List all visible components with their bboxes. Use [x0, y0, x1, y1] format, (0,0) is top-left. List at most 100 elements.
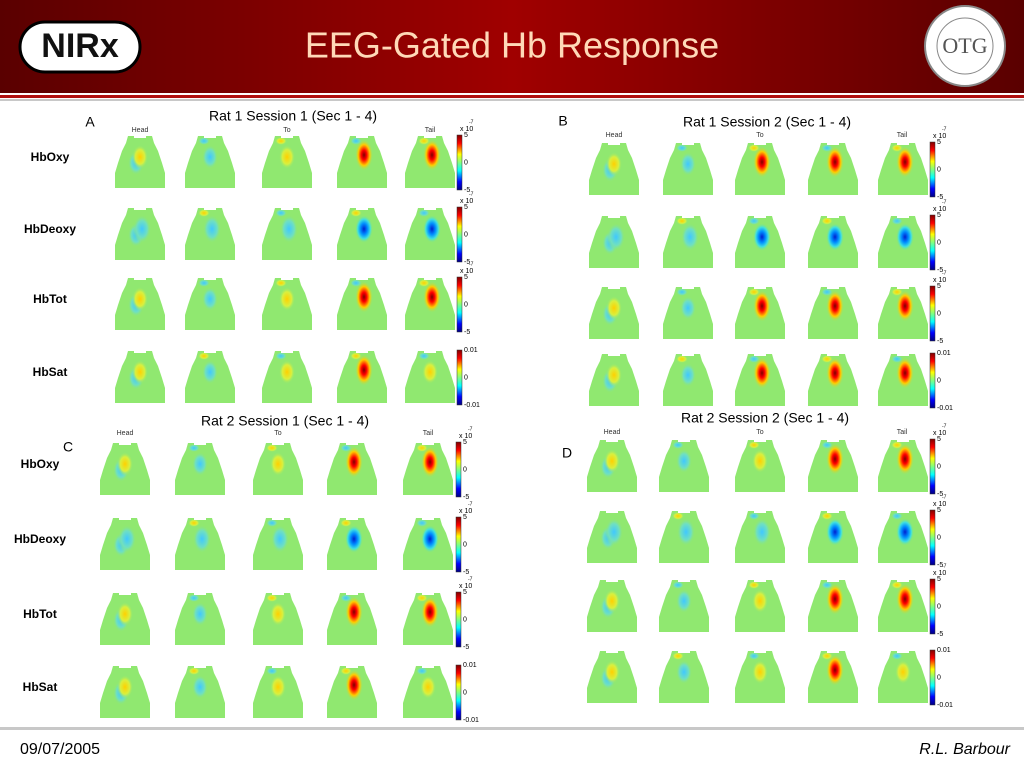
colorbar-tick-label: -5	[463, 569, 469, 576]
heatmap-blob	[275, 279, 287, 287]
colorbar-exponent: -7	[469, 191, 474, 197]
heatmap-blob	[340, 519, 352, 527]
heatmap-image	[405, 278, 455, 330]
colorbar-tick-label: -5	[937, 491, 943, 498]
heatmap-image	[589, 143, 639, 195]
heatmap-image	[100, 666, 150, 718]
heatmap-image	[589, 216, 639, 268]
colorbar-exponent-base: x 10	[460, 198, 473, 205]
heatmap-blob	[676, 449, 692, 473]
colorbar-tick-label: 0	[463, 466, 467, 473]
heatmap-image	[405, 351, 455, 403]
logo-right-text: OTG	[942, 33, 987, 58]
colorbar	[455, 516, 462, 573]
colorbar-exponent-base: x 10	[459, 508, 472, 515]
colorbar-tick-label: -0.01	[937, 405, 953, 412]
heatmap-blob	[606, 152, 622, 176]
footer-rule	[0, 727, 1024, 730]
colorbar-tick-label: -5	[937, 631, 943, 638]
heatmap-blob	[266, 594, 278, 602]
heatmap-blob	[266, 444, 278, 452]
heatmap-blob	[192, 452, 208, 476]
heatmap-blob	[826, 146, 844, 178]
colorbar-tick-label: 0.01	[463, 662, 477, 669]
heatmap-image	[589, 287, 639, 339]
heatmap-image	[735, 287, 785, 339]
heatmap-image	[403, 443, 453, 495]
heatmap-blob	[748, 441, 760, 449]
heatmap-blob	[271, 525, 289, 553]
heatmap-blob	[132, 360, 148, 384]
heatmap-blob	[891, 288, 903, 296]
heatmap-image	[115, 208, 165, 260]
heatmap-blob	[421, 446, 439, 478]
heatmap-blob	[416, 594, 428, 602]
heatmap-image	[175, 518, 225, 570]
colorbar-tick-label: 0.01	[464, 347, 478, 354]
heatmap-blob	[676, 355, 688, 363]
heatmap-blob	[132, 287, 148, 311]
heatmap-image	[175, 443, 225, 495]
heatmap-blobs	[188, 667, 208, 699]
column-label: Head	[604, 429, 621, 436]
heatmap-blob	[606, 296, 622, 320]
heatmap-blob	[340, 444, 352, 452]
column-label: To	[756, 132, 764, 139]
heatmap-blob	[193, 525, 211, 553]
colorbar	[456, 134, 463, 191]
colorbar-tick-label: 5	[464, 274, 468, 281]
heatmap-blob	[672, 581, 684, 589]
heatmap-blobs	[113, 675, 133, 705]
heatmap-image	[253, 518, 303, 570]
colorbar-tick-label: 5	[937, 283, 941, 290]
heatmap-blobs	[340, 594, 363, 628]
heatmap-image	[878, 287, 928, 339]
colorbar-tick-label: 5	[463, 514, 467, 521]
colorbar-tick-label: 0	[464, 231, 468, 238]
heatmap-blob	[133, 215, 151, 243]
heatmap-blobs	[113, 602, 133, 632]
heatmap-image	[115, 278, 165, 330]
column-label: Tail	[423, 430, 434, 437]
heatmap-image	[185, 351, 235, 403]
heatmap-blob	[350, 137, 362, 145]
heatmap-blob	[821, 512, 833, 520]
heatmap-blobs	[350, 209, 373, 243]
heatmap-blob	[896, 583, 914, 615]
heatmap-image	[327, 443, 377, 495]
heatmap-blobs	[418, 209, 441, 243]
heatmap-blob	[753, 223, 771, 251]
heatmap-blobs	[600, 660, 620, 690]
heatmap-blob	[350, 279, 362, 287]
heatmap-image	[808, 287, 858, 339]
heatmap-blob	[753, 357, 771, 389]
heatmap-blob	[676, 217, 688, 225]
heatmap-blob	[821, 355, 833, 363]
heatmap-blobs	[891, 355, 914, 389]
colorbar-exponent: -7	[469, 261, 474, 267]
heatmap-blob	[891, 581, 903, 589]
heatmap-blobs	[416, 667, 436, 699]
heatmap-image	[262, 351, 312, 403]
heatmap-image	[327, 666, 377, 718]
heatmap-image	[100, 593, 150, 645]
panel-letter: A	[85, 114, 95, 130]
colorbar-tick-label: 0	[464, 301, 468, 308]
header-band	[0, 0, 1024, 93]
colorbar-tick-label: 5	[464, 132, 468, 139]
colorbar-exponent-base: x 10	[459, 583, 472, 590]
colorbar-tick-label: 0	[937, 377, 941, 384]
heatmap-blob	[896, 146, 914, 178]
heatmap-blobs	[600, 518, 623, 550]
heatmap-blob	[340, 594, 352, 602]
heatmap-blobs	[672, 441, 692, 473]
panel-title: Rat 2 Session 1 (Sec 1 - 4)	[201, 413, 369, 429]
heatmap-image	[587, 580, 637, 632]
heatmap-image	[403, 518, 453, 570]
heatmap-blob	[280, 215, 298, 243]
heatmap-blob	[672, 652, 684, 660]
colorbar-tick-label: 0	[937, 463, 941, 470]
colorbar-exponent-base: x 10	[933, 277, 946, 284]
heatmap-blobs	[748, 652, 768, 684]
row-label: HbOxy	[31, 150, 70, 164]
